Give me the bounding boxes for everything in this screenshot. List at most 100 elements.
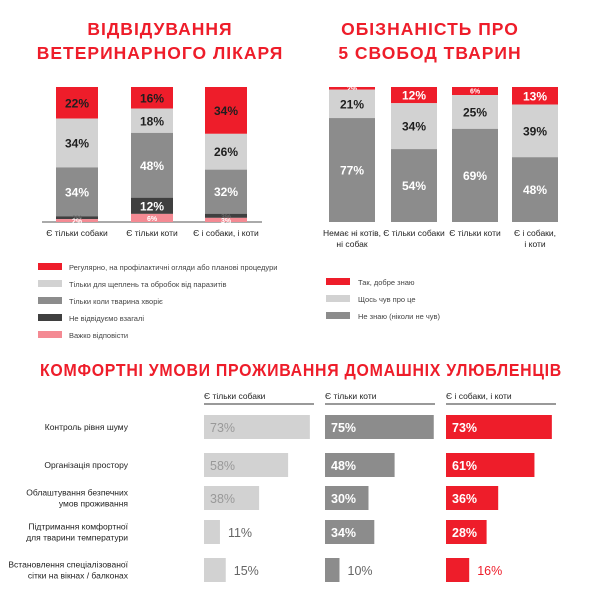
chart3-bar (325, 486, 369, 510)
chart1-legend-label: Тільки коли тварина хворіє (69, 297, 163, 306)
chart1-title-line1: ВІДВІДУВАННЯ (87, 19, 232, 39)
chart3-bar (325, 520, 375, 544)
chart1-data-label: 3% (221, 214, 232, 221)
chart2-legend-label: Не знаю (ніколи не чув) (358, 312, 440, 321)
chart1-category-label: Є і собаки, і коти (193, 228, 259, 238)
chart3-row-label: Облаштування безпечних (26, 488, 128, 498)
chart3-bar (446, 486, 499, 510)
chart2-legend-label: Так, добре знаю (358, 278, 415, 287)
chart2-bar-segment (391, 103, 437, 150)
chart2-legend-swatch (326, 278, 350, 285)
chart3-title: КОМФОРТНІ УМОВИ ПРОЖИВАННЯ ДОМАШНІХ УЛЮБ… (40, 360, 562, 380)
chart1-data-label: 34% (65, 185, 89, 199)
chart1-bar-segment (131, 213, 173, 222)
chart1-bar-segment (205, 213, 247, 218)
chart3-data-label: 15% (234, 564, 259, 578)
chart1-data-label: 2% (72, 219, 83, 226)
chart2-bar-segment (391, 149, 437, 222)
chart1-data-label: 12% (140, 199, 164, 213)
chart2-category-label: і коти (524, 239, 545, 249)
chart1-legend-label: Регулярно, на профілактичні огляди або п… (69, 263, 277, 272)
chart2-legend-swatch (326, 312, 350, 319)
chart3-data-label: 58% (210, 459, 235, 473)
chart1-legend-swatch (38, 331, 62, 338)
chart3-bar (325, 453, 395, 477)
chart2-category-label: Є тільки коти (449, 228, 501, 238)
chart3-bar (204, 558, 226, 582)
chart1-bar-segment (205, 217, 247, 222)
chart2-bar-segment (512, 104, 558, 158)
chart3-data-label: 30% (331, 492, 356, 506)
chart1-data-label: 34% (65, 137, 89, 151)
chart3-bar (446, 415, 552, 439)
chart2-data-label: 25% (463, 105, 487, 119)
chart2-bar-segment (452, 87, 498, 96)
chart1-bar-segment (205, 169, 247, 214)
chart1-bar-segment (56, 87, 98, 119)
chart1-bar-segment (131, 108, 173, 133)
chart3-bar (446, 453, 535, 477)
chart1-legend-swatch (38, 280, 62, 287)
chart1-bar-segment (205, 87, 247, 134)
chart3-bar (446, 520, 487, 544)
chart3-data-label: 48% (331, 459, 356, 473)
chart3-bar (325, 558, 340, 582)
chart1-bar-segment (56, 167, 98, 217)
chart3-data-label: 61% (452, 459, 477, 473)
chart1-data-label: 22% (65, 96, 89, 110)
chart1-legend-swatch (38, 263, 62, 270)
chart3-data-label: 10% (348, 564, 373, 578)
chart2-category-label: Є і собаки, (514, 228, 556, 238)
chart3-bar (204, 453, 289, 477)
chart3-row-label: умов проживання (59, 499, 129, 509)
chart2-bar-segment (452, 128, 498, 222)
chart1-legend-label: Тільки для щеплень та обробок від парази… (69, 280, 227, 289)
chart3-bar (325, 415, 434, 439)
chart1-category-label: Є тільки собаки (46, 228, 108, 238)
chart3-bar (204, 415, 310, 439)
chart3-bar (204, 520, 220, 544)
chart1-data-label: 26% (214, 145, 238, 159)
chart3-data-label: 11% (228, 526, 252, 540)
chart1-bar-segment (131, 87, 173, 109)
chart2-data-label: 6% (470, 89, 481, 96)
chart1-legend-label: Не відвідуємо взагалі (69, 314, 144, 323)
chart3-data-label: 75% (331, 421, 356, 435)
chart3-row-label: сітки на вікнах / балконах (28, 571, 129, 581)
chart2-data-label: 2% (347, 86, 358, 93)
chart1-category-label: Є тільки коти (126, 228, 178, 238)
chart2-data-label: 69% (463, 169, 487, 183)
chart2-bar-segment (329, 87, 375, 90)
chart1-data-label: 3% (221, 218, 232, 225)
chart1-legend-label: Важко відповісти (69, 331, 128, 340)
chart2-bar-segment (452, 95, 498, 129)
chart2-data-label: 54% (402, 179, 426, 193)
chart2-data-label: 34% (402, 120, 426, 134)
chart3-row-label: Організація простору (44, 460, 128, 470)
chart3-plot: Є тільки собаки Є тільки коти Є і собаки, … (8, 391, 556, 582)
chart1-data-label: 32% (214, 185, 238, 199)
chart1-data-label: 48% (140, 159, 164, 173)
chart2-data-label: 21% (340, 97, 364, 111)
chart3-bar (204, 486, 260, 510)
chart3-row-label: для тварини температури (26, 533, 128, 543)
chart2-category-label: ні собак (336, 239, 367, 249)
chart2-category-label: Є тільки собаки (383, 228, 445, 238)
chart3-data-label: 73% (452, 421, 477, 435)
chart1-data-label: 18% (140, 114, 164, 128)
chart2-data-label: 12% (402, 89, 426, 103)
chart1-bar-segment (131, 197, 173, 214)
chart2-legend-swatch (326, 295, 350, 302)
chart3-data-label: 34% (331, 526, 356, 540)
chart1-bar-segment (56, 219, 98, 222)
chart2-title-line1: ОБІЗНАНІСТЬ ПРО (341, 19, 519, 39)
chart3-row-label: Підтримання комфортної (28, 522, 128, 532)
chart3-row-label: Встановлення спеціалізованої (8, 560, 128, 570)
chart2-bar-segment (329, 89, 375, 119)
chart3-row-label: Контроль рівня шуму (45, 422, 129, 432)
chart2-data-label: 13% (523, 89, 547, 103)
chart2-category-label: Немає ні котів, (323, 228, 381, 238)
chart2-bar-segment (512, 87, 558, 105)
chart3-bar (446, 558, 470, 582)
